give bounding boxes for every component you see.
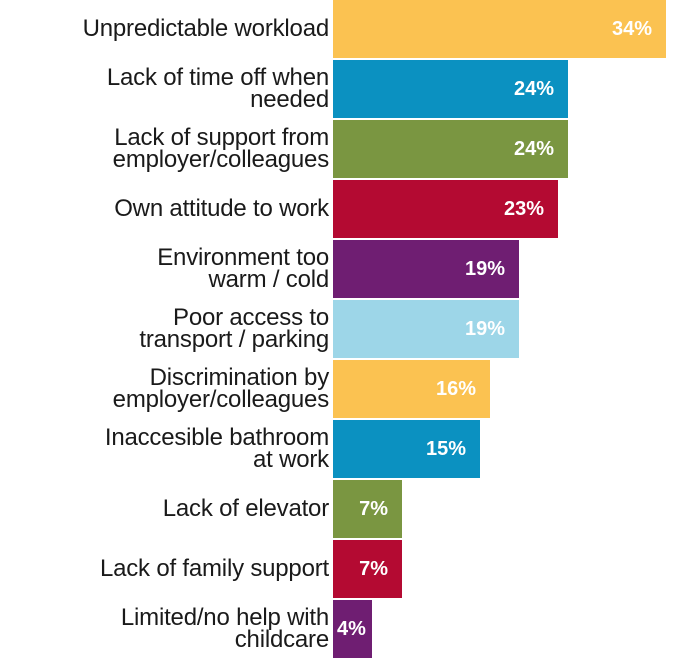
bar <box>333 300 519 358</box>
category-label-line: Unpredictable workload <box>82 15 330 42</box>
category-label-line: Lack of time off when <box>106 64 329 91</box>
value-label: 34% <box>611 18 652 40</box>
value-label: 4% <box>337 618 366 640</box>
category-label: Lack of family support <box>0 540 329 598</box>
category-label-text: Lack of support from employer/colleagues <box>112 124 330 173</box>
value-label: 19% <box>464 258 505 280</box>
category-label-line: Lack of support from <box>114 124 329 151</box>
category-label-line: Own attitude to work <box>114 195 329 222</box>
bar <box>333 420 480 478</box>
bar <box>333 180 558 238</box>
bar <box>333 600 372 658</box>
category-label-text: Own attitude to work <box>114 195 329 222</box>
bar <box>333 360 490 418</box>
category-label-text: Poor access to transport / parking <box>139 304 329 353</box>
category-label-line: Inaccesible bathroom <box>104 424 329 451</box>
bar <box>333 120 568 178</box>
category-label-text: Inaccesible bathroom at work <box>104 424 329 473</box>
category-label: Lack of support from employer/colleagues <box>0 120 330 178</box>
value-label: 23% <box>503 198 544 220</box>
category-label-line: Lack of family support <box>99 555 329 582</box>
category-label: Poor access to transport / parking <box>0 300 329 358</box>
category-label-line: employer/colleagues <box>112 386 330 413</box>
bar <box>333 240 519 298</box>
category-label-text: Lack of time off when needed <box>106 64 329 113</box>
category-label-line: childcare <box>234 626 329 653</box>
category-label-line: needed <box>250 86 329 113</box>
category-label: Lack of elevator <box>0 480 329 538</box>
value-label: 15% <box>425 438 466 460</box>
category-label: Lack of time off when needed <box>0 60 329 118</box>
category-label: Environment too warm / cold <box>0 240 329 298</box>
value-label: 19% <box>464 318 505 340</box>
category-label-text: Unpredictable workload <box>82 15 330 42</box>
category-label-text: Lack of elevator <box>162 495 329 522</box>
category-label: Inaccesible bathroom at work <box>0 420 329 478</box>
value-label: 24% <box>513 138 554 160</box>
category-label-text: Limited/no help with childcare <box>120 604 329 653</box>
value-label: 16% <box>435 378 476 400</box>
category-label-line: Poor access to <box>173 304 329 331</box>
bar <box>333 480 402 538</box>
category-label-line: Lack of elevator <box>162 495 329 522</box>
value-label: 7% <box>359 498 388 520</box>
category-label: Own attitude to work <box>0 180 329 238</box>
category-label-line: at work <box>253 446 329 473</box>
bar <box>333 60 568 118</box>
category-label-line: transport / parking <box>139 326 329 353</box>
category-label-line: Limited/no help with <box>120 604 329 631</box>
bar <box>333 0 666 58</box>
category-label-line: Discrimination by <box>149 364 330 391</box>
category-label: Limited/no help with childcare <box>0 600 329 658</box>
category-label-line: warm / cold <box>208 266 330 293</box>
category-label: Discrimination by employer/colleagues <box>0 360 330 418</box>
category-label-line: Environment too <box>157 244 329 271</box>
bar <box>333 540 402 598</box>
category-label: Unpredictable workload <box>0 0 330 58</box>
value-label: 24% <box>513 78 554 100</box>
category-label-text: Environment too warm / cold <box>157 244 330 293</box>
category-label-text: Lack of family support <box>99 555 329 582</box>
category-label-line: employer/colleagues <box>112 146 330 173</box>
category-label-text: Discrimination by employer/colleagues <box>112 364 330 413</box>
value-label: 7% <box>359 558 388 580</box>
